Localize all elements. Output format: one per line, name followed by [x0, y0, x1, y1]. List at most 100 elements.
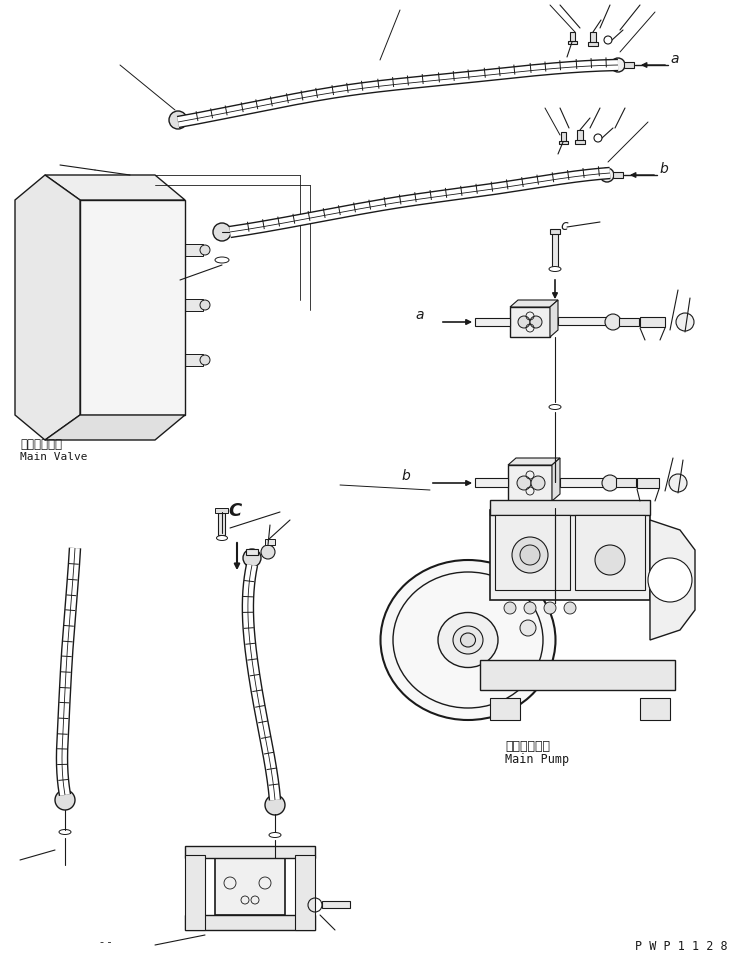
Circle shape — [95, 276, 105, 286]
Ellipse shape — [269, 832, 281, 837]
Bar — [215, 857, 285, 915]
Bar — [637, 478, 659, 488]
Bar — [185, 244, 203, 256]
Bar — [125, 255, 139, 263]
Polygon shape — [80, 200, 185, 415]
Bar — [508, 465, 552, 501]
Bar — [490, 510, 650, 600]
Bar — [624, 62, 634, 68]
Ellipse shape — [381, 560, 556, 720]
Text: メインポンプ: メインポンプ — [505, 740, 550, 753]
Polygon shape — [510, 300, 558, 307]
Bar — [613, 172, 623, 178]
Polygon shape — [45, 415, 185, 440]
Polygon shape — [508, 458, 560, 465]
Circle shape — [95, 298, 105, 308]
Bar — [490, 698, 520, 720]
Bar — [640, 698, 670, 720]
Bar — [65, 180, 135, 195]
Circle shape — [520, 545, 540, 565]
Ellipse shape — [549, 501, 561, 505]
Bar — [577, 130, 583, 142]
Circle shape — [564, 602, 576, 614]
Bar — [590, 32, 596, 44]
Circle shape — [139, 253, 151, 265]
Circle shape — [162, 209, 174, 221]
Bar — [185, 846, 315, 858]
Bar — [575, 140, 585, 144]
Ellipse shape — [59, 830, 71, 834]
Ellipse shape — [216, 535, 228, 541]
Circle shape — [520, 620, 536, 636]
Bar — [558, 317, 613, 325]
Circle shape — [162, 275, 174, 287]
Text: c: c — [560, 219, 568, 233]
Bar — [125, 277, 139, 285]
Bar — [480, 660, 675, 690]
Ellipse shape — [453, 626, 483, 654]
Circle shape — [530, 316, 542, 328]
Bar — [185, 855, 205, 930]
Polygon shape — [45, 175, 185, 200]
Bar — [475, 318, 510, 326]
Circle shape — [669, 474, 687, 492]
Text: a: a — [415, 308, 424, 322]
Circle shape — [108, 320, 118, 330]
Bar — [215, 508, 228, 513]
Circle shape — [108, 342, 118, 352]
Circle shape — [162, 253, 174, 265]
Circle shape — [169, 111, 187, 129]
Bar — [560, 478, 610, 487]
Ellipse shape — [549, 267, 561, 271]
Circle shape — [139, 385, 151, 397]
Polygon shape — [552, 458, 560, 501]
Text: b: b — [402, 469, 411, 483]
Bar — [125, 321, 139, 329]
Bar — [125, 343, 139, 351]
Circle shape — [200, 245, 210, 255]
Circle shape — [605, 314, 621, 330]
Circle shape — [139, 297, 151, 309]
Bar — [125, 365, 139, 373]
Circle shape — [524, 602, 536, 614]
Bar — [295, 855, 315, 930]
Text: b: b — [659, 162, 668, 176]
Bar — [125, 299, 139, 307]
Bar — [616, 478, 636, 487]
Circle shape — [648, 558, 692, 602]
Circle shape — [200, 300, 210, 310]
Bar — [550, 229, 560, 234]
Bar — [185, 354, 203, 366]
Circle shape — [112, 180, 128, 196]
Circle shape — [512, 537, 548, 573]
Bar — [570, 32, 575, 42]
Circle shape — [162, 297, 174, 309]
Circle shape — [261, 545, 275, 559]
Ellipse shape — [438, 613, 498, 667]
Circle shape — [108, 364, 118, 374]
Circle shape — [95, 320, 105, 330]
Circle shape — [95, 386, 105, 396]
Bar — [561, 132, 566, 142]
Circle shape — [595, 545, 625, 575]
Bar — [218, 513, 225, 535]
Circle shape — [108, 210, 118, 220]
Bar — [552, 232, 558, 267]
Bar — [568, 41, 577, 44]
Bar — [322, 901, 350, 908]
Text: C: C — [228, 502, 241, 520]
Ellipse shape — [549, 405, 561, 409]
Ellipse shape — [461, 633, 476, 647]
Bar — [510, 307, 550, 337]
Circle shape — [611, 58, 625, 72]
Polygon shape — [550, 300, 558, 337]
Bar — [619, 318, 639, 326]
Text: メインバルブ: メインバルブ — [20, 438, 62, 451]
Circle shape — [108, 254, 118, 264]
Text: a: a — [670, 52, 679, 66]
Text: Main Pump: Main Pump — [505, 753, 569, 766]
Circle shape — [504, 602, 516, 614]
Circle shape — [139, 319, 151, 331]
Circle shape — [676, 313, 694, 331]
Text: P W P 1 1 2 8: P W P 1 1 2 8 — [635, 940, 728, 953]
